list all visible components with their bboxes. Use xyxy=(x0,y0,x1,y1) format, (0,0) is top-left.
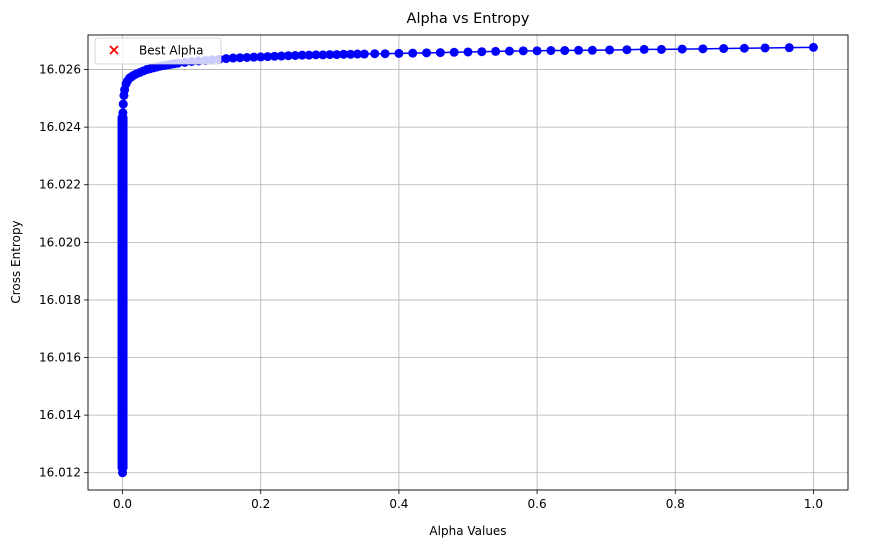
series-points-group xyxy=(117,42,818,478)
data-point xyxy=(311,50,321,60)
y-tick-label: 16.016 xyxy=(39,351,81,365)
y-tick-label: 16.024 xyxy=(39,120,81,134)
y-tick-label: 16.020 xyxy=(39,235,81,249)
x-tick-label: 1.0 xyxy=(804,497,823,511)
y-tick-label: 16.026 xyxy=(39,63,81,77)
data-point xyxy=(491,46,501,56)
data-point xyxy=(256,52,266,62)
x-axis-ticks: 0.0 0.2 0.4 0.6 0.8 1.0 xyxy=(113,490,823,511)
y-axis-label: Cross Entropy xyxy=(9,220,23,303)
data-point xyxy=(228,53,238,63)
data-point xyxy=(221,54,231,64)
data-point xyxy=(546,46,556,56)
data-point xyxy=(463,47,473,57)
data-point xyxy=(242,52,252,62)
data-point xyxy=(739,43,749,53)
data-point xyxy=(352,49,362,59)
data-point xyxy=(518,46,528,56)
data-point xyxy=(118,468,128,478)
data-point xyxy=(435,48,445,58)
data-point xyxy=(449,47,459,57)
data-point xyxy=(290,50,300,60)
data-point xyxy=(118,99,128,109)
data-point xyxy=(346,49,356,59)
data-point xyxy=(719,44,729,54)
data-point xyxy=(297,50,307,60)
data-point xyxy=(698,44,708,54)
data-point xyxy=(263,52,273,62)
data-point xyxy=(760,43,770,53)
data-point xyxy=(422,48,432,58)
y-tick-label: 16.012 xyxy=(39,466,81,480)
legend-x-marker-icon xyxy=(109,45,119,55)
y-tick-label: 16.022 xyxy=(39,178,81,192)
data-point xyxy=(587,45,597,55)
data-point xyxy=(283,51,293,61)
data-point xyxy=(235,53,245,63)
data-point xyxy=(380,49,390,59)
y-tick-label: 16.014 xyxy=(39,408,81,422)
chart-title: Alpha vs Entropy xyxy=(407,11,530,27)
y-tick-label: 16.018 xyxy=(39,293,81,307)
series-cluster-points xyxy=(117,112,128,473)
legend-label-best-alpha: Best Alpha xyxy=(139,44,204,58)
plot-frame xyxy=(87,34,849,491)
data-point xyxy=(532,46,542,56)
y-axis-ticks: 16.012 16.014 16.016 16.018 16.020 16.022 16.0… xyxy=(39,63,88,480)
x-tick-label: 0.2 xyxy=(251,497,270,511)
data-point xyxy=(808,42,818,52)
grid-lines xyxy=(88,35,848,490)
data-point xyxy=(477,47,487,57)
x-axis-label: Alpha Values xyxy=(429,524,506,538)
data-point xyxy=(408,48,418,58)
plot-area xyxy=(88,35,848,490)
data-point xyxy=(622,45,632,55)
data-point xyxy=(394,48,404,58)
legend-box xyxy=(94,37,222,65)
data-point xyxy=(118,108,128,118)
x-tick-label: 0.4 xyxy=(389,497,408,511)
data-point xyxy=(304,50,314,60)
data-point xyxy=(784,43,794,53)
data-point xyxy=(504,46,514,56)
data-point xyxy=(249,52,259,62)
data-point xyxy=(318,50,328,60)
x-tick-label: 0.8 xyxy=(666,497,685,511)
data-point xyxy=(605,45,615,55)
data-point xyxy=(339,49,349,59)
data-point xyxy=(656,44,666,54)
data-point xyxy=(370,49,380,59)
data-point xyxy=(677,44,687,54)
data-point xyxy=(270,51,280,61)
data-point xyxy=(332,50,342,60)
x-tick-label: 0.6 xyxy=(528,497,547,511)
data-point xyxy=(639,44,649,54)
data-point xyxy=(560,46,570,56)
data-point xyxy=(574,45,584,55)
data-point xyxy=(325,50,335,60)
data-point xyxy=(276,51,286,61)
data-point xyxy=(359,49,369,59)
legend: Best Alpha xyxy=(94,37,222,65)
x-tick-label: 0.0 xyxy=(113,497,132,511)
